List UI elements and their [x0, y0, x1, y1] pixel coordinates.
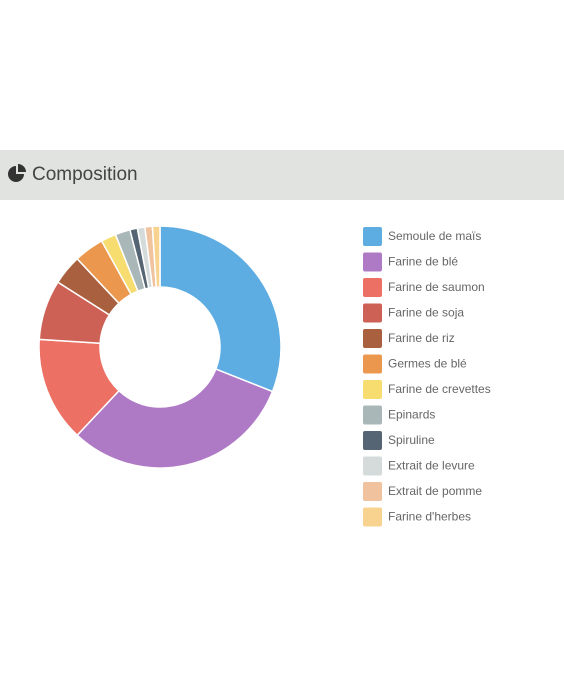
legend: Semoule de maïs Farine de blé Farine de sa…	[363, 227, 491, 527]
legend-label: Farine de blé	[388, 255, 458, 269]
slice	[76, 368, 274, 469]
legend-swatch	[363, 278, 382, 297]
legend-swatch	[363, 227, 382, 246]
header-bar	[0, 150, 564, 200]
legend-label: Epinards	[388, 408, 435, 422]
legend-swatch	[363, 329, 382, 348]
legend-label: Spiruline	[388, 433, 435, 447]
chart-title: Composition	[32, 164, 138, 185]
legend-swatch	[363, 354, 382, 374]
legend-swatch	[363, 507, 382, 527]
legend-label: Farine d'herbes	[388, 510, 471, 524]
legend-label: Farine de soja	[388, 306, 464, 320]
legend-swatch	[363, 456, 382, 476]
legend-swatch	[363, 380, 382, 399]
legend-label: Farine de riz	[388, 331, 455, 345]
slice	[159, 225, 282, 393]
legend-label: Farine de crevettes	[388, 382, 491, 396]
donut	[38, 225, 282, 469]
legend-label: Germes de blé	[388, 357, 467, 371]
legend-label: Semoule de maïs	[388, 229, 481, 243]
pie-icon	[8, 164, 26, 182]
slice	[151, 225, 161, 288]
legend-swatch	[363, 252, 382, 272]
legend-swatch	[363, 431, 382, 450]
legend-swatch	[363, 405, 382, 425]
legend-swatch	[363, 303, 382, 323]
legend-label: Extrait de levure	[388, 459, 475, 473]
legend-swatch	[363, 482, 382, 501]
legend-label: Farine de saumon	[388, 280, 485, 294]
legend-label: Extrait de pomme	[388, 484, 482, 498]
